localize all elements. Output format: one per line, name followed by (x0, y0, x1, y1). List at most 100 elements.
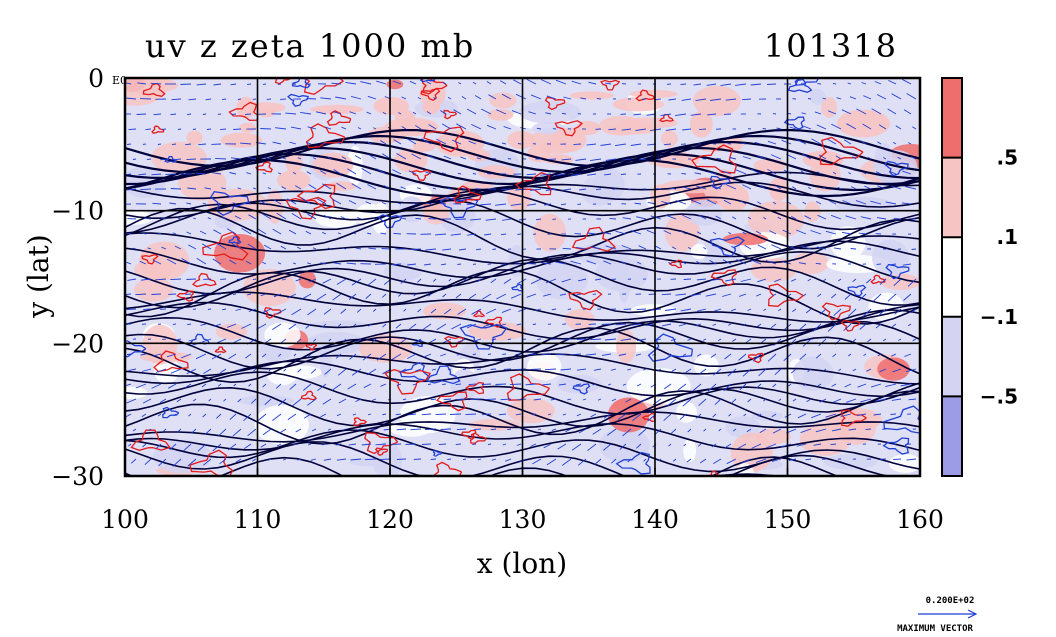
wind-vector (234, 215, 242, 220)
wind-vector (407, 263, 417, 266)
wind-vector (791, 278, 797, 282)
wind-vector (390, 263, 402, 266)
wind-vector (737, 443, 747, 449)
wind-vector (750, 259, 762, 265)
wind-vector (263, 244, 272, 250)
vorticity-patch (564, 309, 595, 330)
wind-vector (366, 368, 377, 376)
wind-vector (248, 214, 257, 220)
wind-vector (336, 182, 347, 190)
gridlines (125, 78, 920, 476)
wind-vector (906, 458, 917, 461)
wind-vector (815, 428, 827, 433)
y-tick-label: 0 (88, 64, 104, 93)
wind-vector (415, 125, 422, 130)
wind-vector (422, 323, 432, 331)
wind-vector (907, 278, 917, 287)
wind-vector (516, 398, 527, 401)
wind-vector (555, 173, 567, 176)
wind-vector (398, 112, 402, 115)
wind-vector (416, 187, 422, 190)
wind-vector (840, 413, 852, 417)
wind-vector (232, 428, 242, 437)
wind-vector (462, 368, 467, 370)
wind-vector (610, 368, 617, 371)
vorticity-contour (210, 190, 250, 216)
vorticity-contour (747, 352, 765, 364)
wind-vector (608, 128, 617, 131)
wind-vector (292, 398, 302, 407)
wind-vector (732, 338, 737, 342)
wind-vector (287, 198, 297, 205)
wind-vector (443, 155, 452, 160)
wind-vector (125, 97, 137, 100)
wind-vector (765, 260, 777, 265)
wind-vector (695, 323, 702, 327)
vorticity-contour (228, 101, 259, 121)
wind-vector (860, 216, 872, 220)
wind-vector (811, 138, 822, 145)
wind-vector (480, 203, 492, 206)
vorticity-contour (885, 263, 910, 280)
wind-vector (763, 308, 767, 311)
wind-vector (322, 231, 327, 235)
wind-vector (392, 169, 402, 175)
wind-vector (775, 185, 782, 190)
wind-vector (295, 428, 302, 433)
wind-vector (447, 458, 452, 460)
wind-vector (186, 202, 192, 205)
wind-vector (683, 443, 687, 447)
wind-vector (818, 154, 827, 160)
wind-vector (151, 383, 162, 389)
wind-vector (848, 428, 857, 431)
wind-vector (852, 156, 857, 160)
vorticity-patch (618, 264, 631, 303)
wind-vector (495, 383, 507, 385)
wind-vector (221, 216, 227, 220)
vorticity-patch (394, 148, 428, 173)
wind-vector (126, 353, 132, 355)
wind-vector (268, 368, 272, 372)
wind-vector (457, 308, 467, 315)
wind-vector (718, 428, 722, 432)
wind-vector (227, 443, 237, 451)
wind-vector (620, 173, 627, 175)
wind-vector (587, 232, 597, 235)
wind-vector (434, 233, 447, 236)
wind-vector (382, 323, 387, 328)
wind-vector (837, 186, 842, 190)
wind-vector (311, 428, 317, 432)
vorticity-contour (353, 417, 367, 427)
wind-vector (745, 338, 752, 344)
wind-vector (130, 458, 137, 464)
vorticity-patch (607, 123, 657, 135)
wind-vector (128, 128, 137, 131)
wind-vector (833, 308, 842, 317)
vorticity-contour (176, 290, 194, 302)
wind-vector (890, 185, 902, 190)
wind-vector (278, 172, 282, 175)
vorticity-patch (125, 386, 148, 399)
wind-vector (352, 413, 357, 416)
wind-vector (471, 123, 482, 130)
wind-vector (215, 157, 227, 160)
wind-vector (320, 413, 327, 418)
wind-vector (468, 383, 477, 386)
wind-vector (327, 157, 332, 160)
wind-vector (357, 216, 362, 220)
y-axis: 0 −10 −20 −30 (51, 64, 133, 491)
wind-vector (590, 158, 602, 162)
wind-vector (246, 201, 252, 205)
wind-vector (132, 158, 137, 160)
wind-vector (421, 138, 432, 145)
wind-vector (306, 141, 312, 145)
wind-vector (193, 217, 197, 220)
wind-vector (486, 81, 492, 85)
wind-vector (481, 383, 492, 385)
wind-vector (405, 443, 417, 445)
wind-vector (747, 398, 752, 403)
wind-vector (516, 443, 522, 446)
wind-vector (204, 428, 212, 436)
wind-vector (806, 398, 812, 402)
wind-vector (726, 458, 737, 465)
